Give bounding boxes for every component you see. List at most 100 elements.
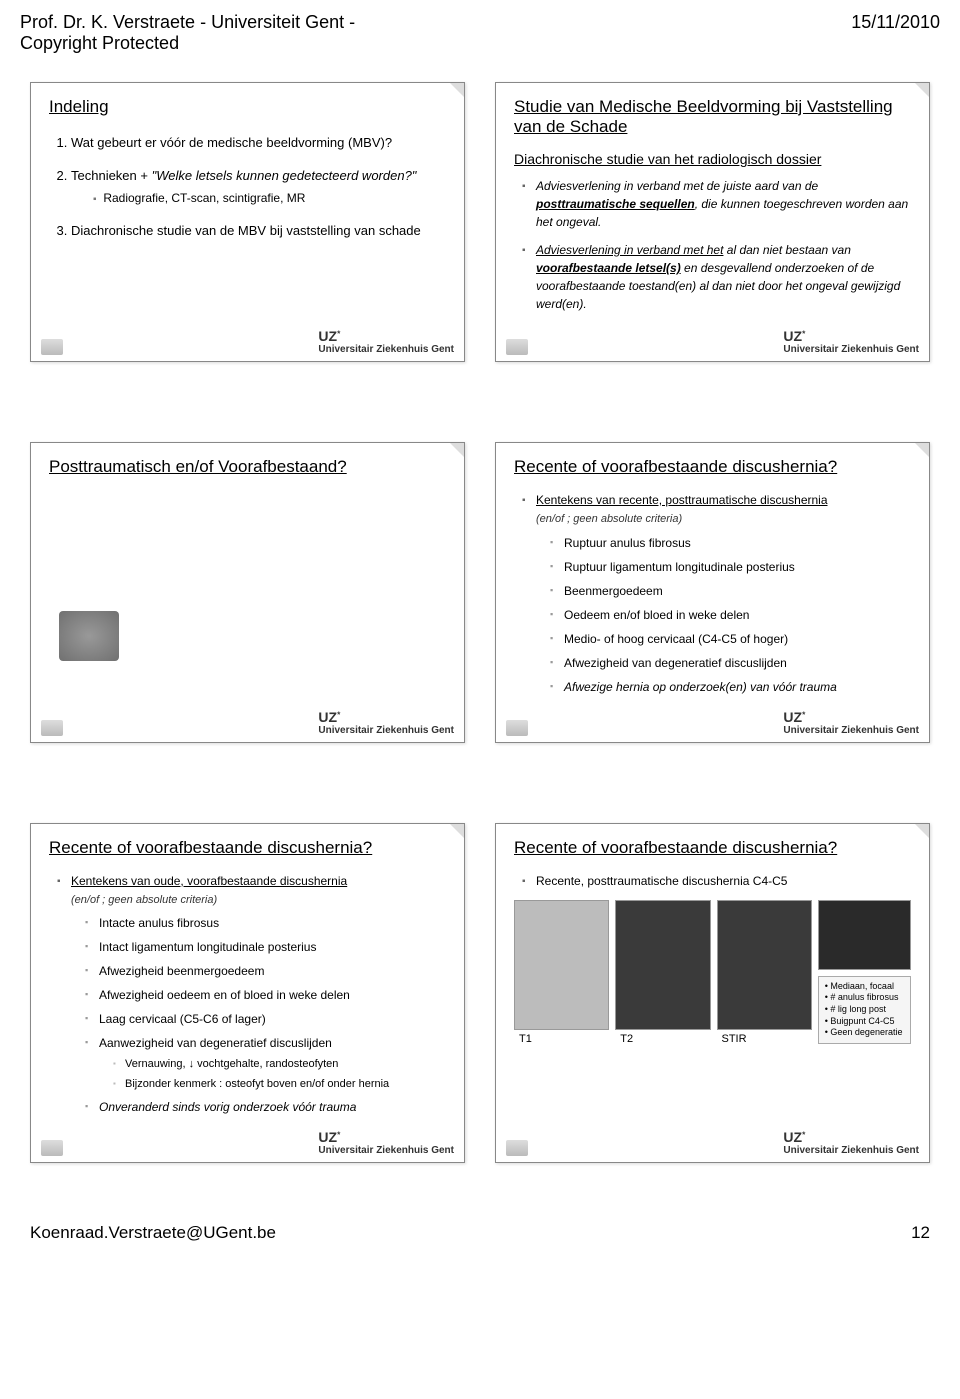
corner-fold-icon	[450, 443, 464, 457]
annotation-item: # anulus fibrosus	[825, 992, 904, 1004]
slide-recente-kentekens: Recente of voorafbestaande discushernia?…	[495, 442, 930, 743]
list-item: Bijzonder kenmerk : osteofyt boven en/of…	[113, 1076, 446, 1093]
list-item: Radiografie, CT-scan, scintigrafie, MR	[93, 188, 446, 210]
corner-fold-icon	[450, 824, 464, 838]
slide-row: Indeling Wat gebeurt er vóór de medische…	[30, 82, 930, 362]
uz-text: UZ	[318, 709, 337, 725]
list-item: Wat gebeurt er vóór de medische beeldvor…	[71, 131, 446, 154]
slide-title: Recente of voorafbestaande discushernia?	[514, 457, 911, 477]
list-item: Afwezigheid van degeneratief discuslijde…	[550, 654, 911, 672]
bullet-list: Adviesverlening in verband met de juiste…	[522, 177, 911, 313]
list-item: Laag cervicaal (C5-C6 of lager)	[85, 1010, 446, 1028]
slide-footer: UZ*Universitair Ziekenhuis Gent	[506, 709, 919, 736]
list-item: Ruptuur ligamentum longitudinale posteri…	[550, 558, 911, 576]
mri-image-t1: T1	[514, 900, 609, 1030]
mri-image-axial-wrap: Mediaan, focaal # anulus fibrosus # lig …	[818, 900, 911, 1044]
uz-text: UZ	[783, 709, 802, 725]
header-author: Prof. Dr. K. Verstraete - Universiteit G…	[20, 12, 420, 54]
image-label: T1	[519, 1033, 532, 1045]
list-item: Afwezige hernia op onderzoek(en) van vóó…	[550, 678, 911, 696]
slide-subtitle: Diachronische studie van het radiologisc…	[514, 151, 911, 167]
text: Adviesverlening in verband met de juiste…	[536, 179, 818, 193]
uz-text: UZ	[318, 328, 337, 344]
university-logo-icon	[506, 339, 528, 355]
text-underline: voorafbestaande letsel(s)	[536, 261, 681, 275]
slide-row: Posttraumatisch en/of Voorafbestaand? UZ…	[30, 442, 930, 743]
bullet-list: Recente, posttraumatische discushernia C…	[522, 872, 911, 890]
uz-sub: Universitair Ziekenhuis Gent	[318, 344, 454, 355]
list-item: Adviesverlening in verband met de juiste…	[522, 177, 911, 231]
image-grid: T1 T2 STIR Mediaan, focaal # anulus fibr…	[514, 900, 911, 1044]
bullet-list: Kentekens van oude, voorafbestaande disc…	[57, 872, 446, 1117]
list-item: Adviesverlening in verband met het al da…	[522, 241, 911, 313]
list-item: Intacte anulus fibrosus	[85, 914, 446, 932]
text-underline: posttraumatische sequellen	[536, 197, 695, 211]
annotation-item: # lig long post	[825, 1004, 904, 1016]
image-label: STIR	[722, 1033, 747, 1045]
slide-studie: Studie van Medische Beeldvorming bij Vas…	[495, 82, 930, 362]
list-item: Vernauwing, ↓ vochtgehalte, randosteofyt…	[113, 1056, 446, 1073]
footer-email: Koenraad.Verstraete@UGent.be	[30, 1223, 276, 1243]
bullet-list: Kentekens van recente, posttraumatische …	[522, 491, 911, 696]
uz-logo: UZ*Universitair Ziekenhuis Gent	[318, 709, 454, 736]
text: Aanwezigheid van degeneratief discuslijd…	[99, 1036, 332, 1050]
list-item: Oedeem en/of bloed in weke delen	[550, 606, 911, 624]
list-item: Kentekens van recente, posttraumatische …	[522, 491, 911, 696]
numbered-list: Wat gebeurt er vóór de medische beeldvor…	[71, 131, 446, 243]
lead-underline: Kentekens van oude, voorafbestaande disc…	[71, 874, 347, 888]
list-item: Ruptuur anulus fibrosus	[550, 534, 911, 552]
sub-sub-list: Vernauwing, ↓ vochtgehalte, randosteofyt…	[113, 1056, 446, 1092]
annotation-box: Mediaan, focaal # anulus fibrosus # lig …	[818, 976, 911, 1044]
list-item: Kentekens van oude, voorafbestaande disc…	[57, 872, 446, 1117]
slide-recente-images: Recente of voorafbestaande discushernia?…	[495, 823, 930, 1164]
annotation-item: Mediaan, focaal	[825, 981, 904, 993]
uz-sub: Universitair Ziekenhuis Gent	[783, 344, 919, 355]
slide-footer: UZ*Universitair Ziekenhuis Gent	[41, 709, 454, 736]
text-italic: "Welke letsels kunnen gedetecteerd worde…	[152, 168, 417, 183]
slide-oude-kentekens: Recente of voorafbestaande discushernia?…	[30, 823, 465, 1164]
annotation-item: Buigpunt C4-C5	[825, 1016, 904, 1028]
slide-row: Recente of voorafbestaande discushernia?…	[30, 823, 930, 1164]
uz-text: UZ	[783, 1129, 802, 1145]
uz-sub: Universitair Ziekenhuis Gent	[783, 1145, 919, 1156]
slide-indeling: Indeling Wat gebeurt er vóór de medische…	[30, 82, 465, 362]
list-item: Onveranderd sinds vorig onderzoek vóór t…	[85, 1098, 446, 1116]
annotation-item: Geen degeneratie	[825, 1027, 904, 1039]
text: al dan niet bestaan van	[723, 243, 850, 257]
uz-text: UZ	[318, 1129, 337, 1145]
slide-title: Recente of voorafbestaande discushernia?	[49, 838, 446, 858]
mri-image-axial	[818, 900, 911, 970]
list-item: Diachronische studie van de MBV bij vast…	[71, 219, 446, 242]
slide-footer: UZ*Universitair Ziekenhuis Gent	[506, 328, 919, 355]
uz-sub: Universitair Ziekenhuis Gent	[783, 725, 919, 736]
slides-grid: Indeling Wat gebeurt er vóór de medische…	[0, 62, 960, 1213]
lead-underline: Kentekens van recente, posttraumatische …	[536, 493, 828, 507]
page-header: Prof. Dr. K. Verstraete - Universiteit G…	[0, 0, 960, 62]
list-item: Beenmergoedeem	[550, 582, 911, 600]
sub-list: Radiografie, CT-scan, scintigrafie, MR	[93, 188, 446, 210]
list-item: Technieken + "Welke letsels kunnen gedet…	[71, 164, 446, 209]
list-item: Afwezigheid oedeem en of bloed in weke d…	[85, 986, 446, 1004]
slide-title: Posttraumatisch en/of Voorafbestaand?	[49, 457, 446, 477]
uz-logo: UZ*Universitair Ziekenhuis Gent	[318, 328, 454, 355]
note: (en/of ; geen absolute criteria)	[71, 894, 217, 906]
list-item: Medio- of hoog cervicaal (C4-C5 of hoger…	[550, 630, 911, 648]
corner-fold-icon	[915, 83, 929, 97]
sub-list: Intacte anulus fibrosus Intact ligamentu…	[85, 914, 446, 1116]
text: Technieken +	[71, 168, 152, 183]
list-item: Aanwezigheid van degeneratief discuslijd…	[85, 1034, 446, 1092]
university-logo-icon	[506, 720, 528, 736]
slide-title: Recente of voorafbestaande discushernia?	[514, 838, 911, 858]
university-logo-icon	[506, 1140, 528, 1156]
note: (en/of ; geen absolute criteria)	[536, 513, 682, 525]
uz-logo: UZ*Universitair Ziekenhuis Gent	[783, 709, 919, 736]
list-item: Afwezigheid beenmergoedeem	[85, 962, 446, 980]
university-logo-icon	[41, 339, 63, 355]
corner-fold-icon	[915, 824, 929, 838]
footer-page-number: 12	[911, 1223, 930, 1243]
annotation-list: Mediaan, focaal # anulus fibrosus # lig …	[825, 981, 904, 1039]
university-logo-icon	[41, 720, 63, 736]
slide-footer: UZ*Universitair Ziekenhuis Gent	[41, 328, 454, 355]
mri-image-stir: STIR	[717, 900, 812, 1030]
page-footer: Koenraad.Verstraete@UGent.be 12	[0, 1213, 960, 1263]
